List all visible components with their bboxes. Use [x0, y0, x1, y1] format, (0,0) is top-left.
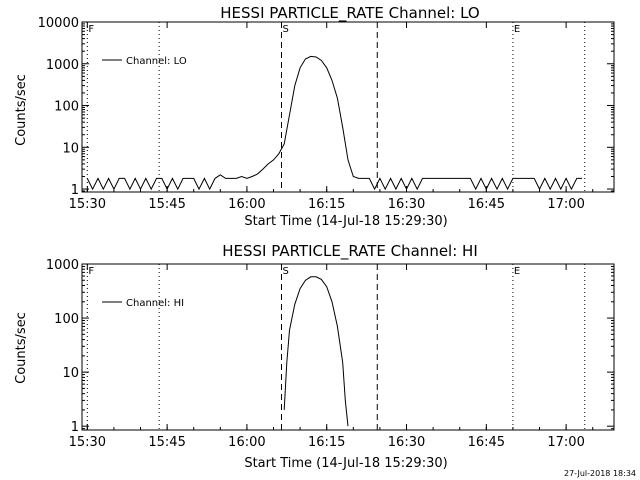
y-tick-label-hi: 1: [71, 420, 79, 435]
plot-frame-lo: [81, 21, 615, 193]
legend-label-hi: Channel: HI: [126, 298, 184, 309]
marker-label-lo: S: [283, 24, 289, 35]
series-line-hi: [283, 276, 349, 427]
x-tick-label-lo: 16:15: [308, 197, 345, 212]
y-tick-label-lo: 1: [71, 183, 79, 198]
y-tick-label-hi: 1000: [46, 258, 79, 273]
x-tick-label-hi: 16:45: [468, 435, 505, 450]
x-tick-label-lo: 16:00: [228, 197, 265, 212]
x-axis-label-lo: Start Time (14-Jul-18 15:29:30): [244, 214, 447, 229]
marker-label-lo: E: [514, 24, 520, 35]
y-tick-label-hi: 10: [62, 366, 79, 381]
marker-label-hi: S: [283, 266, 289, 277]
x-tick-label-lo: 16:45: [468, 197, 505, 212]
x-tick-label-hi: 16:00: [228, 435, 265, 450]
chart-title-hi: HESSI PARTICLE_RATE Channel: HI: [222, 242, 478, 261]
marker-label-lo: F: [88, 24, 94, 35]
x-tick-label-hi: 15:45: [148, 435, 185, 450]
x-tick-label-hi: 16:30: [388, 435, 425, 450]
x-tick-label-hi: 16:15: [308, 435, 345, 450]
legend-label-lo: Channel: LO: [126, 56, 187, 67]
y-tick-label-lo: 10000: [38, 16, 79, 31]
y-axis-label-hi: Counts/sec: [14, 312, 29, 384]
y-tick-label-lo: 100: [54, 100, 79, 115]
series-line-lo: [86, 55, 583, 191]
plot-frame-hi: [81, 263, 615, 431]
x-tick-label-lo: 17:00: [547, 197, 584, 212]
marker-label-hi: F: [88, 266, 94, 277]
x-axis-label-hi: Start Time (14-Jul-18 15:29:30): [244, 456, 447, 471]
y-tick-label-lo: 1000: [46, 58, 79, 73]
x-tick-label-hi: 15:30: [69, 435, 106, 450]
y-tick-label-lo: 10: [62, 141, 79, 156]
chart-panel-lo: HESSI PARTICLE_RATE Channel: LO Start Ti…: [14, 4, 615, 229]
x-tick-label-lo: 16:30: [388, 197, 425, 212]
chart-panel-hi: HESSI PARTICLE_RATE Channel: HI Start Ti…: [14, 242, 615, 471]
y-axis-label-lo: Counts/sec: [14, 74, 29, 146]
chart-title-lo: HESSI PARTICLE_RATE Channel: LO: [220, 4, 479, 23]
render-timestamp: 27-Jul-2018 18:34: [564, 469, 636, 478]
x-tick-label-lo: 15:45: [148, 197, 185, 212]
x-tick-label-lo: 15:30: [69, 197, 106, 212]
x-tick-label-hi: 17:00: [547, 435, 584, 450]
y-tick-label-hi: 100: [54, 312, 79, 327]
marker-label-hi: E: [514, 266, 520, 277]
